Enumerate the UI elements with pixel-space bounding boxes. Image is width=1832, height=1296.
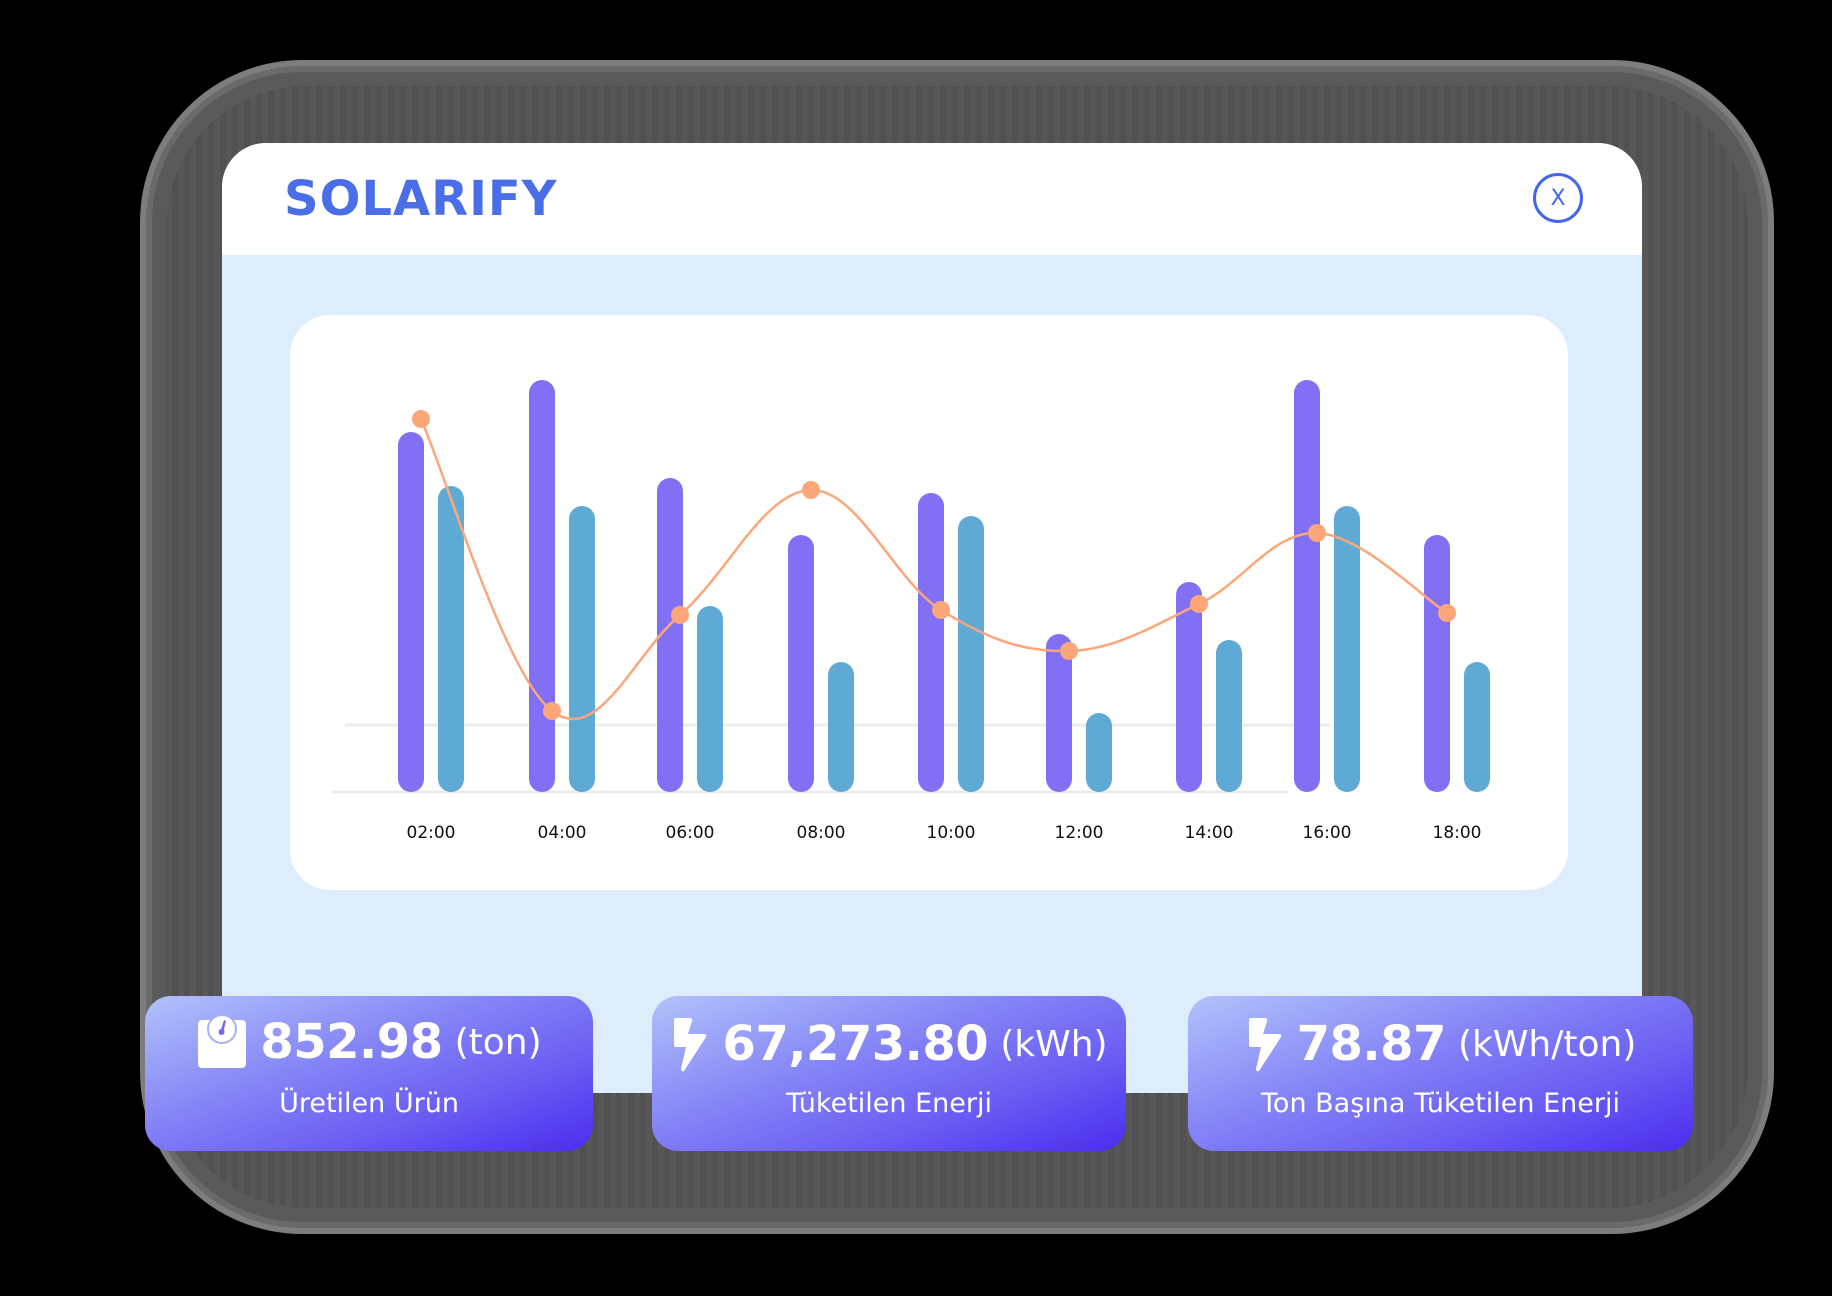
stat-label: Üretilen Ürün (279, 1088, 459, 1119)
trend-point[interactable] (932, 601, 950, 619)
stat-value: 67,273.80 (722, 1016, 989, 1072)
chart-bar[interactable] (697, 606, 723, 792)
x-axis-tick-label: 02:00 (406, 823, 456, 843)
chart-bar[interactable] (1216, 640, 1242, 792)
trend-point[interactable] (543, 702, 561, 720)
chart-bar[interactable] (438, 486, 464, 792)
x-axis-tick-label: 10:00 (926, 823, 976, 843)
chart-card: 02:00 04:00 06:00 08:00 10:00 12:00 14:00 16:00… (290, 315, 1568, 890)
close-icon: X (1550, 185, 1566, 211)
chart-bar[interactable] (1294, 380, 1320, 792)
stat-card-energy-per-ton: 78.87 (kWh/ton) Ton Başına Tüketilen Ene… (1188, 996, 1693, 1151)
chart-bar[interactable] (1334, 506, 1360, 792)
chart-bar[interactable] (1046, 634, 1072, 792)
stat-value: 78.87 (1296, 1016, 1447, 1072)
chart-bar[interactable] (1464, 662, 1490, 792)
trend-point[interactable] (671, 606, 689, 624)
x-axis-tick-label: 06:00 (665, 823, 715, 843)
lightning-icon (674, 1017, 707, 1072)
trend-point[interactable] (1308, 524, 1326, 542)
stat-label: Ton Başına Tüketilen Enerji (1261, 1088, 1620, 1119)
chart-bar[interactable] (1424, 535, 1450, 792)
trend-point[interactable] (1438, 604, 1456, 622)
stat-unit: (kWh/ton) (1457, 1023, 1637, 1065)
brand-logo: SOLARIFY (284, 171, 558, 227)
chart-bar[interactable] (569, 506, 595, 792)
x-axis-tick-label: 14:00 (1184, 823, 1234, 843)
chart-bar[interactable] (918, 493, 944, 792)
close-button[interactable]: X (1533, 173, 1583, 223)
stat-label: Tüketilen Enerji (786, 1088, 992, 1119)
chart-bar[interactable] (657, 478, 683, 792)
chart-bar[interactable] (529, 380, 555, 792)
lightning-icon (1248, 1017, 1281, 1072)
trend-point[interactable] (802, 481, 820, 499)
stat-card-produced: 852.98 (ton) Üretilen Ürün (145, 996, 593, 1151)
x-axis-tick-label: 16:00 (1302, 823, 1352, 843)
stat-unit: (kWh) (1000, 1023, 1108, 1065)
trend-point[interactable] (1060, 642, 1078, 660)
bar-line-chart (332, 380, 1490, 794)
chart-bar[interactable] (1086, 713, 1112, 792)
x-axis-tick-label: 08:00 (796, 823, 846, 843)
chart-bar[interactable] (788, 535, 814, 792)
stat-value: 852.98 (260, 1014, 443, 1070)
scale-icon (198, 1014, 247, 1068)
chart-bar[interactable] (1176, 582, 1202, 792)
stat-card-energy: 67,273.80 (kWh) Tüketilen Enerji (652, 996, 1126, 1151)
x-axis-tick-label: 12:00 (1054, 823, 1104, 843)
chart-bar[interactable] (958, 516, 984, 792)
x-axis-tick-label: 18:00 (1432, 823, 1482, 843)
window-header: SOLARIFY X (222, 143, 1642, 255)
trend-point[interactable] (412, 410, 430, 428)
x-axis-tick-label: 04:00 (537, 823, 587, 843)
trend-point[interactable] (1190, 595, 1208, 613)
chart-bar[interactable] (398, 432, 424, 792)
chart-bar[interactable] (828, 662, 854, 792)
stat-unit: (ton) (454, 1021, 542, 1063)
